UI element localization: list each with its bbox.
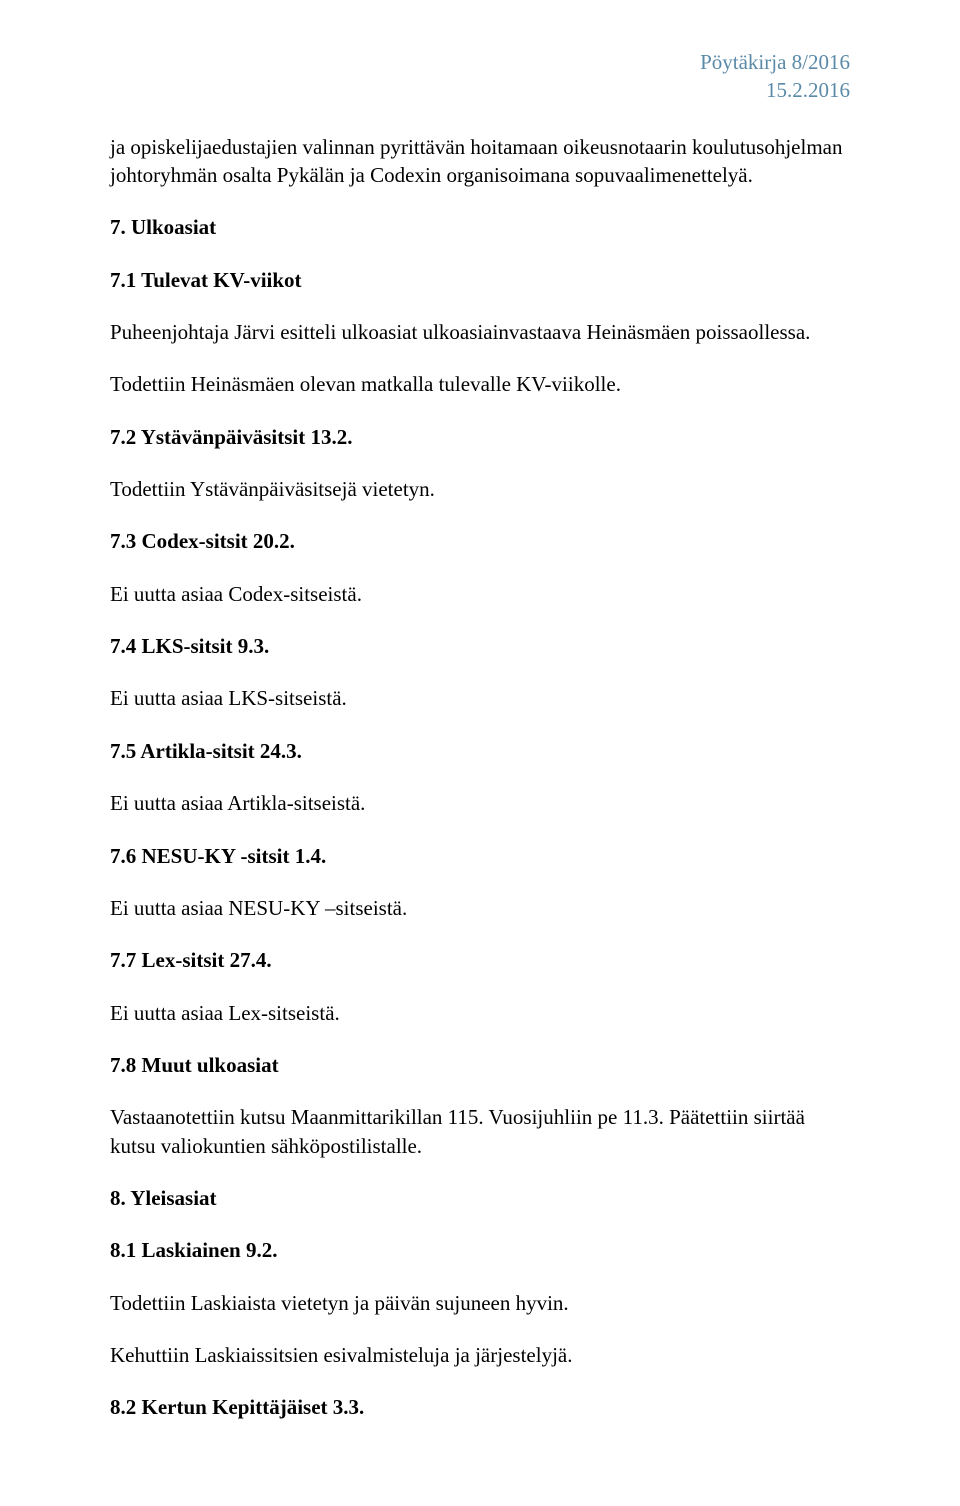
section-7-2-title: 7.2 Ystävänpäiväsitsit 13.2. <box>110 423 850 451</box>
section-7-4-title: 7.4 LKS-sitsit 9.3. <box>110 632 850 660</box>
section-7-5-title: 7.5 Artikla-sitsit 24.3. <box>110 737 850 765</box>
intro-paragraph: ja opiskelijaedustajien valinnan pyrittä… <box>110 133 850 190</box>
header-title: Pöytäkirja 8/2016 <box>110 48 850 76</box>
page-header: Pöytäkirja 8/2016 15.2.2016 <box>110 48 850 105</box>
section-7-6-p1: Ei uutta asiaa NESU-KY –sitseistä. <box>110 894 850 922</box>
section-7-1-title: 7.1 Tulevat KV-viikot <box>110 266 850 294</box>
section-8-title: 8. Yleisasiat <box>110 1184 850 1212</box>
section-7-3-title: 7.3 Codex-sitsit 20.2. <box>110 527 850 555</box>
section-7-6-title: 7.6 NESU-KY -sitsit 1.4. <box>110 842 850 870</box>
section-7-8-title: 7.8 Muut ulkoasiat <box>110 1051 850 1079</box>
section-8-2-title: 8.2 Kertun Kepittäjäiset 3.3. <box>110 1393 850 1421</box>
header-date: 15.2.2016 <box>110 76 850 104</box>
section-7-5-p1: Ei uutta asiaa Artikla-sitseistä. <box>110 789 850 817</box>
section-7-7-title: 7.7 Lex-sitsit 27.4. <box>110 946 850 974</box>
section-8-1-title: 8.1 Laskiainen 9.2. <box>110 1236 850 1264</box>
section-7-7-p1: Ei uutta asiaa Lex-sitseistä. <box>110 999 850 1027</box>
section-7-title: 7. Ulkoasiat <box>110 213 850 241</box>
section-8-1-p2: Kehuttiin Laskiaissitsien esivalmisteluj… <box>110 1341 850 1369</box>
section-7-2-p1: Todettiin Ystävänpäiväsitsejä vietetyn. <box>110 475 850 503</box>
document-body: ja opiskelijaedustajien valinnan pyrittä… <box>110 133 850 1422</box>
section-7-1-p1: Puheenjohtaja Järvi esitteli ulkoasiat u… <box>110 318 850 346</box>
section-7-8-p1: Vastaanotettiin kutsu Maanmittarikillan … <box>110 1103 850 1160</box>
section-7-3-p1: Ei uutta asiaa Codex-sitseistä. <box>110 580 850 608</box>
section-8-1-p1: Todettiin Laskiaista vietetyn ja päivän … <box>110 1289 850 1317</box>
section-7-4-p1: Ei uutta asiaa LKS-sitseistä. <box>110 684 850 712</box>
section-7-1-p2: Todettiin Heinäsmäen olevan matkalla tul… <box>110 370 850 398</box>
